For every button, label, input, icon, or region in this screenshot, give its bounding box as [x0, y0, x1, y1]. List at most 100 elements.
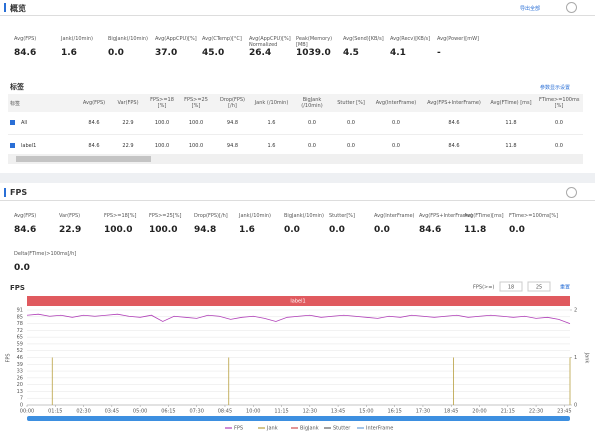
column-header: Avg(FTime) [ms] — [485, 94, 537, 112]
metric-value: 0.0 — [284, 225, 300, 235]
table-cell: 1.6 — [252, 112, 291, 135]
metric-value: 0.0 — [14, 263, 30, 273]
cell-text: 0.0 — [555, 143, 563, 149]
table-cell: 0.0 — [581, 112, 583, 135]
table-cell: 0.0 — [291, 134, 333, 154]
table-cell: 1.6 — [252, 134, 291, 154]
table-cell: 0.0 — [369, 112, 423, 135]
label-band — [27, 296, 570, 306]
metric-value: 1.6 — [61, 48, 77, 58]
x-tick-label: 20:00 — [472, 409, 486, 415]
scroll-thumb[interactable] — [16, 156, 151, 162]
column-header: FTime>=100ms [%] — [537, 94, 581, 112]
cell-text: 100.0 — [154, 143, 170, 149]
export-link[interactable]: 导出全部 — [520, 6, 541, 12]
y-tick-label: 7 — [20, 396, 23, 402]
table-cell: 84.6 — [77, 112, 111, 135]
settings-link[interactable]: 参数显示设置 — [540, 85, 571, 91]
label-table: 标签 Avg(FPS) Var(FPS) FPS>=18 [%] FPS>=25 [%]… — [8, 94, 583, 154]
column-header: Stutter [%] — [333, 94, 369, 112]
cell-text: 100.0 — [188, 143, 204, 149]
metric-label: Avg(FPS+InterFrame) — [419, 213, 473, 219]
metric: Peak(Memory)[MB] 1039.0 — [296, 36, 341, 58]
checkbox[interactable] — [10, 120, 15, 125]
metric: Avg(FPS) 84.6 — [14, 36, 59, 58]
section-title: FPS — [10, 188, 28, 197]
metric-value: 4.5 — [343, 48, 359, 58]
y-tick-label: 39 — [17, 362, 23, 368]
metric-label: Drop(FPS)[/h] — [194, 213, 228, 219]
cell-text: 84.6 — [88, 120, 100, 126]
y-tick-label: 20 — [17, 382, 23, 388]
metric-label: Avg(AppCPU)[%] — [155, 36, 197, 42]
metric-label: FPS>=18[%] — [104, 213, 137, 219]
metric: Avg(FTime)[ms] 11.8 — [464, 213, 507, 235]
metric-value: 0.0 — [329, 225, 345, 235]
cell-text: 1.6 — [267, 143, 276, 149]
reset-link[interactable]: 重置 — [560, 284, 570, 291]
cell-text: 0.0 — [555, 120, 563, 126]
threshold-input[interactable] — [499, 281, 523, 292]
x-tick-label: 11:15 — [274, 409, 288, 415]
chart-title: FPS — [10, 284, 25, 292]
table-cell: 84.6 — [423, 134, 485, 154]
cell-text: 11.8 — [505, 120, 517, 126]
metric-label: Var(FPS) — [59, 213, 81, 219]
table-cell: 0.0 — [537, 112, 581, 135]
collapse-button[interactable] — [566, 2, 577, 13]
x-tick-label: 01:15 — [48, 409, 62, 415]
y2-tick-label: 1 — [574, 355, 577, 361]
y-tick-label: 0 — [20, 403, 23, 409]
table-cell: 0.0 — [537, 134, 581, 154]
metric: Avg(Send)[KB/s] 4.5 — [343, 36, 388, 58]
metric: FPS>=25[%] 100.0 — [149, 213, 192, 235]
x-tick-label: 15:00 — [359, 409, 373, 415]
collapse-button[interactable] — [566, 187, 577, 198]
metric-value: - — [437, 48, 441, 58]
chart: FPS FPS(>=) 18 25 重置 label1 FPS Jank 071… — [6, 281, 590, 432]
metric-value: 84.6 — [14, 225, 37, 235]
divider — [0, 173, 595, 183]
y-tick-label: 26 — [17, 375, 23, 381]
overview-metrics: Avg(FPS) 84.6 Jank(/10min) 1.6 BigJank(/10mi… — [14, 36, 584, 66]
cell-text: 1.6 — [267, 120, 276, 126]
table-cell: 0.0 — [333, 134, 369, 154]
table-cell: 0.0 — [581, 134, 583, 154]
metric: Avg(AppCPU)[%] Normalized 26.4 — [249, 36, 294, 58]
metric-label: Avg(CTemp)[°C] — [202, 36, 242, 42]
x-tick-label: 12:30 — [303, 409, 317, 415]
legend-label: FPS — [234, 426, 243, 432]
checkbox[interactable] — [10, 143, 15, 148]
fps-header: FPS — [0, 185, 595, 201]
column-header: Delta(FTime)>100ms [/h] — [581, 94, 583, 112]
y-tick-label: 52 — [17, 348, 23, 354]
legend-label: Stutter — [333, 426, 351, 432]
x-tick-label: 06:15 — [161, 409, 175, 415]
y2-tick-label: 0 — [574, 403, 577, 409]
table-cell: 11.8 — [485, 134, 537, 154]
x-tick-label: 17:30 — [416, 409, 430, 415]
y-tick-label: 85 — [17, 314, 23, 320]
metric: Drop(FPS)[/h] 94.8 — [194, 213, 237, 235]
metric-label: FPS>=25[%] — [149, 213, 182, 219]
y-tick-label: 91 — [17, 308, 23, 314]
metric-label: Avg(Send)[KB/s] — [343, 36, 384, 42]
table-cell: 84.6 — [77, 134, 111, 154]
x-tick-label: 18:45 — [444, 409, 458, 415]
metric-label: Delta(FTime)>100ms[/h] — [14, 251, 77, 257]
range-slider[interactable] — [27, 416, 570, 421]
scrollbar[interactable] — [8, 154, 583, 164]
y-axis-label: FPS — [6, 353, 12, 362]
metric-label: BigJank(/10min) — [108, 36, 148, 42]
table-cell: 94.8 — [213, 134, 252, 154]
section-title: 概览 — [10, 4, 26, 13]
y-tick-label: 65 — [17, 335, 23, 341]
x-tick-label: 21:15 — [501, 409, 515, 415]
threshold-value: 18 — [508, 285, 514, 291]
column-header: BigJank (/10min) — [291, 94, 333, 112]
x-tick-label: 00:00 — [20, 409, 34, 415]
cell-text: 11.8 — [505, 143, 517, 149]
header-row: 标签 Avg(FPS) Var(FPS) FPS>=18 [%] FPS>=25 [%]… — [8, 94, 583, 112]
metric-label: Peak(Memory)[MB] — [296, 36, 333, 48]
threshold-input[interactable] — [527, 281, 551, 292]
